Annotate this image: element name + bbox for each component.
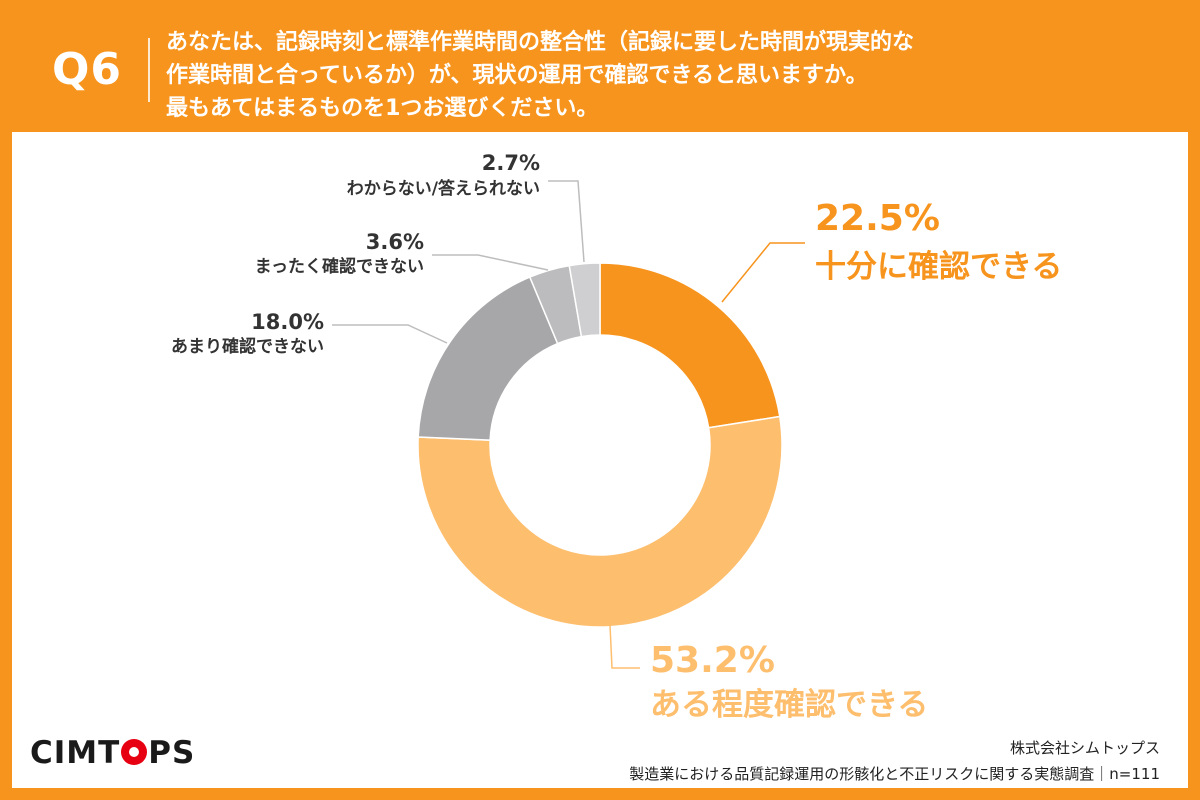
donut-slice-2 — [417, 415, 783, 628]
donut-slice-5 — [568, 262, 601, 338]
leader-line-5 — [548, 180, 585, 263]
slice-label-5: わからない/答えられない — [347, 178, 540, 199]
leader-line-2 — [609, 624, 640, 669]
leader-line-1 — [721, 242, 805, 303]
question-line-1: あなたは、記録時刻と標準作業時間の整合性（記録に要した時間が現実的な — [166, 30, 915, 55]
slice-percent-2: 53.2% — [650, 640, 775, 681]
slice-percent-5: 2.7% — [482, 151, 540, 175]
footer: 株式会社シムトップス 製造業における品質記録運用の形骸化と不正リスクに関する実態… — [629, 735, 1160, 787]
slice-labels: 22.5% 十分に確認できる 53.2% ある程度確認できる 18.0%あまり確認できな… — [171, 151, 1062, 723]
question-text: あなたは、記録時刻と標準作業時間の整合性（記録に要した時間が現実的な 作業時間と… — [166, 26, 1166, 125]
slice-label-2: ある程度確認できる — [650, 687, 928, 723]
cimtops-logo: CIMT PS — [30, 735, 196, 771]
logo-o-mark — [121, 739, 148, 765]
footer-company: 株式会社シムトップス — [1009, 739, 1160, 757]
slice-label-3: あまり確認できない — [171, 336, 324, 357]
leader-line-4 — [432, 254, 549, 271]
question-number: Q6 — [52, 44, 123, 95]
slice-percent-1: 22.5% — [815, 198, 940, 239]
leader-lines — [332, 180, 805, 669]
slice-percent-4: 3.6% — [366, 230, 424, 254]
donut-slice-1 — [599, 262, 781, 429]
slice-label-1: 十分に確認できる — [815, 249, 1062, 285]
question-separator — [148, 38, 150, 102]
donut-slices — [417, 262, 783, 628]
slice-percent-3: 18.0% — [251, 310, 324, 334]
chart-panel — [12, 132, 1188, 788]
header: Q6 あなたは、記録時刻と標準作業時間の整合性（記録に要した時間が現実的な 作業… — [0, 0, 1200, 132]
slice-label-4: まったく確認できない — [255, 256, 424, 277]
question-line-2: 作業時間と合っているか）が、現状の運用で確認できると思いますか。 — [166, 63, 868, 88]
donut-slice-3 — [417, 276, 559, 441]
question-line-3: 最もあてはまるものを1つお選びください。 — [166, 96, 599, 121]
leader-line-3 — [332, 324, 448, 344]
footer-survey: 製造業における品質記録運用の形骸化と不正リスクに関する実態調査｜n=111 — [629, 765, 1160, 783]
